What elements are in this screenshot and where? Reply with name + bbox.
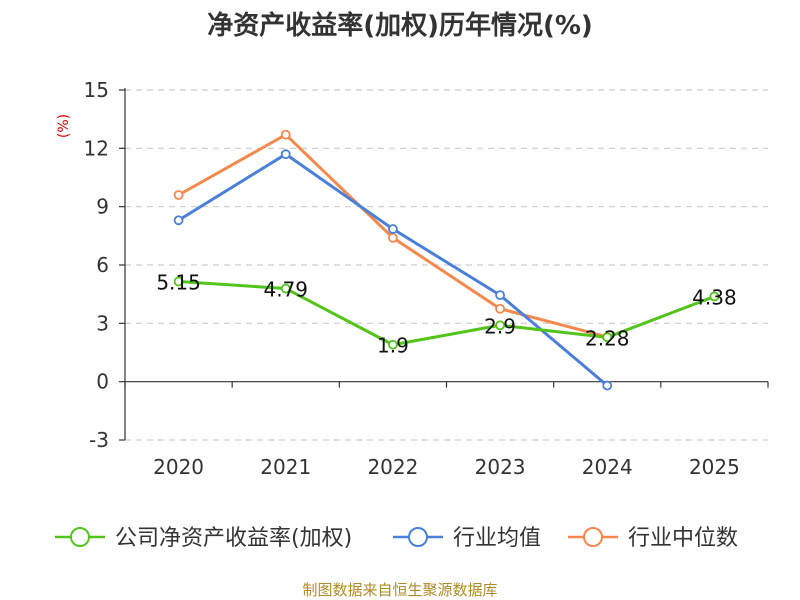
- series-point-1: [388, 224, 398, 234]
- series-point-1: [280, 149, 291, 160]
- series-point-2: [388, 232, 398, 243]
- legend-label: 公司净资产收益率(加权): [115, 526, 352, 551]
- y-tick-label: 6: [96, 253, 109, 277]
- legend-swatch-marker: [70, 527, 90, 547]
- series-line-0: [178, 280, 715, 347]
- series-point-0: [173, 276, 184, 287]
- legend: 公司净资产收益率(加权) 行业均值 行业中位数: [55, 526, 738, 551]
- series-point-0: [602, 332, 613, 343]
- series-point-0: [495, 320, 505, 331]
- chart-title: 净资产收益率(加权)历年情况(%): [207, 10, 593, 41]
- data-label: 2.9: [484, 314, 516, 338]
- series-point-2: [495, 303, 505, 314]
- y-axis-unit-label: (%): [56, 114, 72, 138]
- series-point-0: [388, 339, 398, 350]
- x-tick-label: 2020: [153, 455, 204, 479]
- legend-swatch-marker: [583, 527, 603, 547]
- x-tick-label: 2021: [260, 455, 311, 479]
- x-tick-label: 2023: [475, 455, 526, 479]
- series-point-0: [280, 283, 291, 294]
- series-point-0: [709, 291, 720, 302]
- series-point-1: [495, 290, 505, 301]
- series-point-1: [602, 380, 613, 391]
- series-layer: [173, 129, 720, 391]
- x-tick-label: 2025: [689, 455, 740, 479]
- series-point-2: [173, 190, 184, 200]
- x-tick-label: 2022: [367, 455, 418, 479]
- legend-swatch-marker: [408, 527, 428, 547]
- data-label: 1.9: [377, 334, 409, 358]
- y-tick-label: 15: [84, 78, 109, 102]
- y-tick-label: 0: [96, 370, 109, 394]
- data-label: 2.28: [585, 326, 630, 350]
- y-tick-label: 9: [96, 195, 109, 219]
- data-label: 4.38: [692, 286, 737, 310]
- x-tick-label: 2024: [582, 455, 633, 479]
- axis-layer: -3 0 3 6 9 12 15 2020 2021 2022 2023 2024 2025: [84, 78, 769, 479]
- data-label: 4.79: [263, 278, 308, 302]
- series-point-1: [173, 215, 184, 226]
- legend-label: 行业中位数: [628, 526, 738, 551]
- y-tick-label: 3: [96, 311, 109, 335]
- data-label: 5.15: [156, 271, 201, 295]
- grid-layer: [125, 89, 768, 441]
- y-tick-label: 12: [84, 136, 109, 160]
- y-tick-label: -3: [89, 428, 109, 452]
- legend-label: 行业均值: [453, 526, 541, 551]
- data-label-layer: 5.15 4.79 1.9 2.9 2.28 4.38: [156, 271, 736, 358]
- series-point-2: [280, 129, 291, 140]
- source-note: 制图数据来自恒生聚源数据库: [302, 581, 497, 599]
